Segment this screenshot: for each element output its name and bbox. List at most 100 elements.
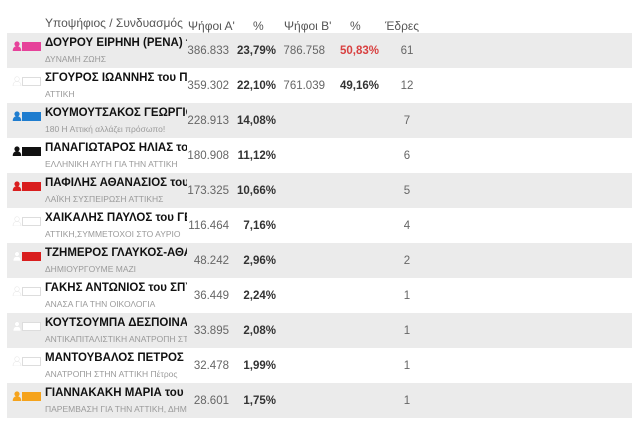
- seats: 1: [403, 290, 411, 302]
- person-icon: [12, 251, 22, 261]
- votes-a: 28.601: [193, 395, 229, 407]
- person-icon: [12, 146, 22, 156]
- votes-a: 33.895: [193, 325, 229, 337]
- party-color-swatch: [22, 392, 41, 401]
- party-name: ΑΝΑΣΑ ΓΙΑ ΤΗΝ ΟΙΚΟΛΟΓΙΑ: [45, 299, 156, 309]
- seats: 1: [403, 325, 411, 337]
- party-color-swatch: [22, 217, 41, 226]
- table-row[interactable]: ΠΑΦΙΛΗΣ ΑΘΑΝΑΣΙΟΣ του ΣΓ ΛΑΪΚΗ ΣΥΣΠΕΙΡΩΣ…: [7, 173, 632, 208]
- party-name: ΠΑΡΕΜΒΑΣΗ ΓΙΑ ΤΗΝ ΑΤΤΙΚΗ, ΔΗΜΟΚΡΑΤΙΑ: [45, 404, 187, 414]
- party-color-swatch: [22, 77, 41, 86]
- pct-a: 10,66%: [236, 185, 276, 197]
- party-color-swatch: [22, 357, 41, 366]
- party-color-swatch: [22, 42, 41, 51]
- person-icon: [12, 356, 22, 366]
- seats: 61: [400, 45, 414, 57]
- candidate-name[interactable]: ΚΟΥΤΣΟΥΜΠΑ ΔΕΣΠΟΙΝΑ του: [45, 317, 187, 329]
- seats: 5: [403, 185, 411, 197]
- seats: 6: [403, 150, 411, 162]
- pct-a: 2,96%: [243, 255, 276, 267]
- candidate-name[interactable]: ΠΑΝΑΓΙΩΤΑΡΟΣ ΗΛΙΑΣ του Κ: [45, 142, 187, 154]
- pct-a: 2,08%: [243, 325, 276, 337]
- party-color-swatch: [22, 147, 41, 156]
- party-color-swatch: [22, 112, 41, 121]
- person-icon: [12, 216, 22, 226]
- candidate-name[interactable]: ΣΓΟΥΡΟΣ ΙΩΑΝΝΗΣ του ΠΑΝ: [45, 72, 187, 84]
- seats: 2: [403, 255, 411, 267]
- candidate-name[interactable]: ΓΑΚΗΣ ΑΝΤΩΝΙΟΣ του ΣΠΥΡΙ: [45, 282, 187, 294]
- header-votes-b: Ψήφοι Β': [284, 19, 332, 33]
- seats: 7: [403, 115, 411, 127]
- table-row[interactable]: ΠΑΝΑΓΙΩΤΑΡΟΣ ΗΛΙΑΣ του Κ ΕΛΛΗΝΙΚΗ ΑΥΓΗ Γ…: [7, 138, 632, 173]
- party-name: ΕΛΛΗΝΙΚΗ ΑΥΓΗ ΓΙΑ ΤΗΝ ΑΤΤΙΚΗ: [45, 159, 178, 169]
- pct-a: 14,08%: [236, 115, 276, 127]
- person-icon: [12, 41, 22, 51]
- votes-a: 36.449: [193, 290, 229, 302]
- party-name: ΑΤΤΙΚΗ: [45, 89, 75, 99]
- header-seats: Έδρες: [385, 19, 420, 33]
- votes-b: 761.039: [283, 80, 325, 92]
- party-name: ΑΝΑΤΡΟΠΗ ΣΤΗΝ ΑΤΤΙΚΗ Πέτρος: [45, 369, 178, 379]
- candidate-name[interactable]: ΔΟΥΡΟΥ ΕΙΡΗΝΗ (ΡΕΝΑ) του: [45, 37, 187, 49]
- pct-a: 23,79%: [236, 45, 276, 57]
- votes-a: 116.464: [188, 220, 229, 232]
- candidate-name[interactable]: ΓΙΑΝΝΑΚΑΚΗ ΜΑΡΙΑ του ΓΕΩ: [45, 387, 187, 399]
- header-pct-a: %: [253, 19, 264, 33]
- person-icon: [12, 181, 22, 191]
- party-name: ΔΥΝΑΜΗ ΖΩΗΣ: [45, 54, 107, 64]
- results-table: ΔΟΥΡΟΥ ΕΙΡΗΝΗ (ΡΕΝΑ) του ΔΥΝΑΜΗ ΖΩΗΣ 386…: [7, 33, 632, 418]
- party-name: ΑΤΤΙΚΗ,ΣΥΜΜΕΤΟΧΟΙ ΣΤΟ ΑΥΡΙΟ: [45, 229, 181, 239]
- pct-a: 22,10%: [236, 80, 276, 92]
- party-color-swatch: [22, 252, 41, 261]
- pct-b: 50,83%: [339, 45, 379, 57]
- table-row[interactable]: ΣΓΟΥΡΟΣ ΙΩΑΝΝΗΣ του ΠΑΝ ΑΤΤΙΚΗ 359.302 2…: [7, 68, 632, 103]
- header-pct-b: %: [350, 19, 361, 33]
- header-votes-a: Ψήφοι Α': [188, 19, 235, 33]
- seats: 4: [403, 220, 411, 232]
- person-icon: [12, 286, 22, 296]
- party-name: ΔΗΜΙΟΥΡΓΟΥΜΕ ΜΑΖΙ: [45, 264, 137, 274]
- table-row[interactable]: ΓΙΑΝΝΑΚΑΚΗ ΜΑΡΙΑ του ΓΕΩ ΠΑΡΕΜΒΑΣΗ ΓΙΑ Τ…: [7, 383, 632, 418]
- candidate-name[interactable]: ΚΟΥΜΟΥΤΣΑΚΟΣ ΓΕΩΡΓΙΟΣ τ: [45, 107, 187, 119]
- votes-a: 32.478: [193, 360, 229, 372]
- pct-a: 11,12%: [237, 150, 276, 162]
- seats: 12: [400, 80, 414, 92]
- votes-b: 786.758: [283, 45, 325, 57]
- seats: 1: [403, 395, 411, 407]
- party-name: ΛΑΪΚΗ ΣΥΣΠΕΙΡΩΣΗ ΑΤΤΙΚΗΣ: [45, 194, 164, 204]
- candidate-name[interactable]: ΤΖΗΜΕΡΟΣ ΓΛΑΥΚΟΣ-ΑΘΑΝΑ: [45, 247, 187, 259]
- votes-a: 386.833: [187, 45, 229, 57]
- pct-a: 7,16%: [243, 220, 276, 232]
- candidate-name[interactable]: ΜΑΝΤΟΥΒΑΛΟΣ ΠΕΤΡΟΣ του: [45, 352, 187, 364]
- candidate-name[interactable]: ΠΑΦΙΛΗΣ ΑΘΑΝΑΣΙΟΣ του ΣΓ: [45, 177, 187, 189]
- table-row[interactable]: ΧΑΪΚΑΛΗΣ ΠΑΥΛΟΣ του ΓΕΩΙ ΑΤΤΙΚΗ,ΣΥΜΜΕΤΟΧ…: [7, 208, 632, 243]
- votes-a: 359.302: [187, 80, 229, 92]
- person-icon: [12, 111, 22, 121]
- candidate-name[interactable]: ΧΑΪΚΑΛΗΣ ΠΑΥΛΟΣ του ΓΕΩΙ: [45, 212, 187, 224]
- person-icon: [12, 76, 22, 86]
- party-color-swatch: [22, 287, 41, 296]
- pct-a: 1,99%: [243, 360, 276, 372]
- votes-a: 48.242: [193, 255, 229, 267]
- header-candidate: Υποψήφιος / Συνδυασμός: [45, 16, 183, 30]
- party-color-swatch: [22, 322, 41, 331]
- party-name: 180 Η Αττική αλλάζει πρόσωπο!: [45, 124, 166, 134]
- table-row[interactable]: ΓΑΚΗΣ ΑΝΤΩΝΙΟΣ του ΣΠΥΡΙ ΑΝΑΣΑ ΓΙΑ ΤΗΝ Ο…: [7, 278, 632, 313]
- party-color-swatch: [22, 182, 41, 191]
- table-row[interactable]: ΤΖΗΜΕΡΟΣ ΓΛΑΥΚΟΣ-ΑΘΑΝΑ ΔΗΜΙΟΥΡΓΟΥΜΕ ΜΑΖΙ…: [7, 243, 632, 278]
- table-row[interactable]: ΚΟΥΜΟΥΤΣΑΚΟΣ ΓΕΩΡΓΙΟΣ τ 180 Η Αττική αλλ…: [7, 103, 632, 138]
- table-row[interactable]: ΜΑΝΤΟΥΒΑΛΟΣ ΠΕΤΡΟΣ του ΑΝΑΤΡΟΠΗ ΣΤΗΝ ΑΤΤ…: [7, 348, 632, 383]
- table-row[interactable]: ΔΟΥΡΟΥ ΕΙΡΗΝΗ (ΡΕΝΑ) του ΔΥΝΑΜΗ ΖΩΗΣ 386…: [7, 33, 632, 68]
- votes-a: 228.913: [187, 115, 229, 127]
- pct-a: 1,75%: [243, 395, 276, 407]
- votes-a: 180.908: [187, 150, 229, 162]
- person-icon: [12, 321, 22, 331]
- pct-a: 2,24%: [243, 290, 276, 302]
- person-icon: [12, 391, 22, 401]
- votes-a: 173.325: [187, 185, 229, 197]
- party-name: ΑΝΤΙΚΑΠΙΤΑΛΙΣΤΙΚΗ ΑΝΑΤΡΟΠΗ ΣΤΗΝ ΑΤΤΙΚΗ: [45, 334, 187, 344]
- pct-b: 49,16%: [339, 80, 379, 92]
- table-header: Υποψήφιος / Συνδυασμός Ψήφοι Α' % Ψήφοι …: [0, 12, 640, 33]
- seats: 1: [403, 360, 411, 372]
- table-row[interactable]: ΚΟΥΤΣΟΥΜΠΑ ΔΕΣΠΟΙΝΑ του ΑΝΤΙΚΑΠΙΤΑΛΙΣΤΙΚ…: [7, 313, 632, 348]
